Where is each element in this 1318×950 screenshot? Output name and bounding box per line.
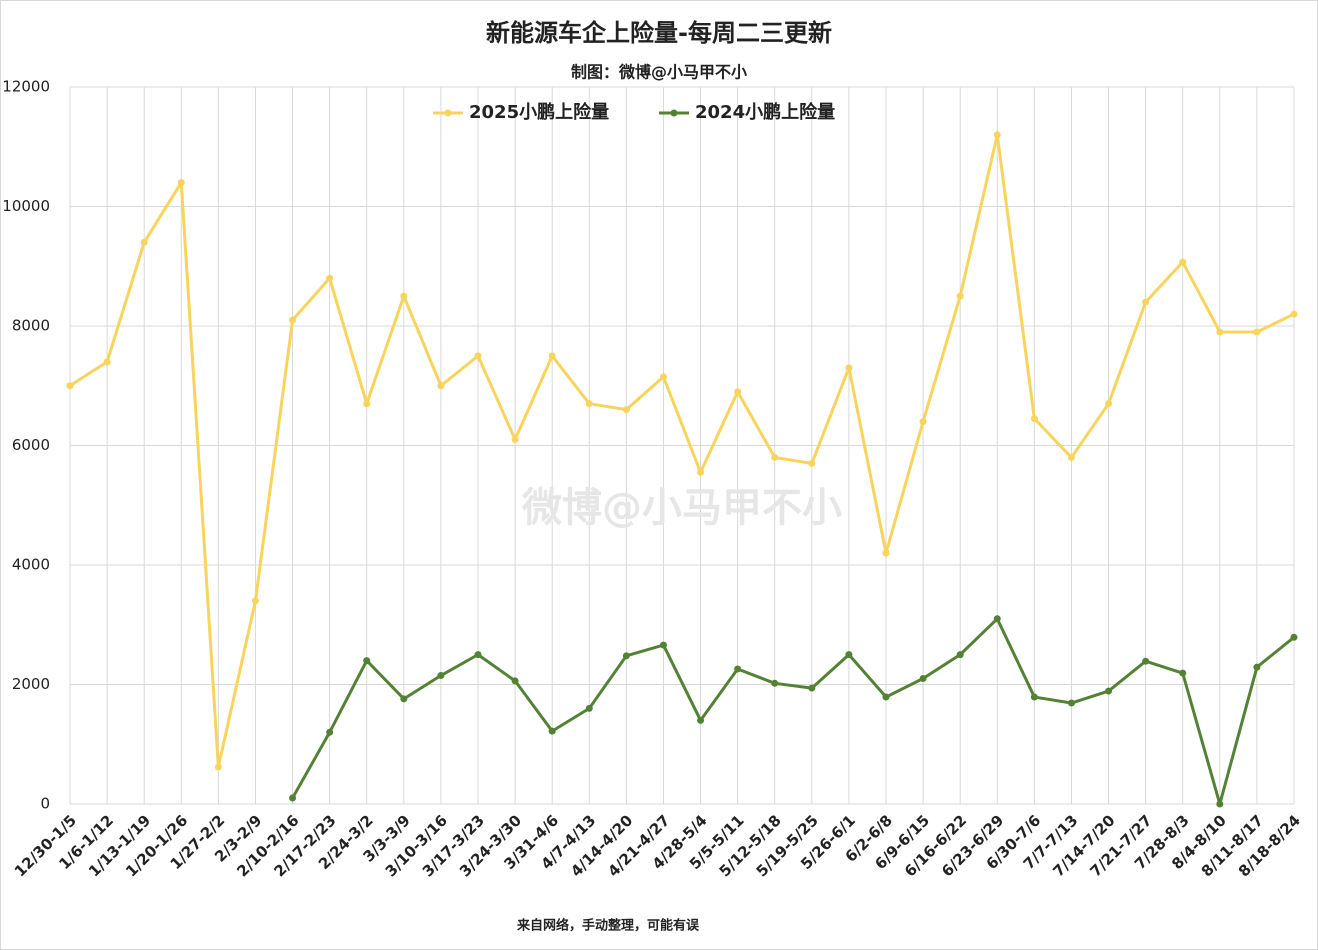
- data-point: [808, 684, 816, 692]
- data-point: [1290, 310, 1298, 318]
- data-point: [919, 418, 927, 426]
- data-point: [697, 716, 705, 724]
- data-point: [882, 549, 890, 557]
- data-point: [289, 794, 297, 802]
- data-point: [437, 672, 445, 680]
- data-point: [326, 728, 334, 736]
- legend-marker: [670, 109, 678, 117]
- data-point: [1216, 800, 1224, 808]
- data-point: [103, 358, 111, 366]
- legend-marker: [444, 109, 452, 117]
- data-point: [734, 388, 742, 396]
- chart-subtitle: 制图：微博@小马甲不小: [571, 63, 747, 82]
- data-point: [1142, 657, 1150, 665]
- data-point: [734, 665, 742, 673]
- data-point: [585, 400, 593, 408]
- y-tick-label: 4000: [12, 556, 50, 574]
- data-point: [1105, 687, 1113, 695]
- data-point: [251, 597, 259, 605]
- data-point: [1142, 298, 1150, 306]
- watermark: 微博@小马甲不小: [521, 485, 842, 531]
- data-point: [993, 615, 1001, 623]
- data-point: [437, 382, 445, 390]
- y-tick-label: 0: [40, 795, 50, 813]
- data-point: [919, 675, 927, 683]
- data-point: [363, 400, 371, 408]
- data-point: [400, 292, 408, 300]
- legend-label: 2025小鹏上险量: [469, 101, 609, 123]
- data-point: [1030, 415, 1038, 423]
- footnote: 来自网络，手动整理，可能有误: [516, 918, 700, 934]
- y-tick-label: 8000: [12, 317, 50, 335]
- data-point: [140, 238, 148, 246]
- data-point: [845, 364, 853, 372]
- data-point: [548, 352, 556, 360]
- series-line: [291, 617, 1295, 806]
- data-point: [845, 651, 853, 659]
- data-point: [771, 679, 779, 687]
- data-point: [363, 657, 371, 665]
- series-line: [69, 133, 1295, 769]
- data-point: [548, 727, 556, 735]
- data-point: [771, 453, 779, 461]
- data-point: [511, 436, 519, 444]
- data-point: [177, 179, 185, 187]
- data-point: [697, 468, 705, 476]
- data-point: [289, 316, 297, 324]
- y-tick-label: 2000: [12, 675, 50, 693]
- data-point: [326, 274, 334, 282]
- legend-label: 2024小鹏上险量: [695, 101, 835, 123]
- data-point: [1253, 328, 1261, 336]
- data-point: [622, 652, 630, 660]
- data-point: [585, 704, 593, 712]
- data-point: [1290, 633, 1298, 641]
- data-point: [214, 763, 222, 771]
- data-point: [956, 651, 964, 659]
- data-point: [659, 373, 667, 381]
- data-point: [1179, 258, 1187, 266]
- data-point: [956, 292, 964, 300]
- data-point: [1253, 663, 1261, 671]
- data-point: [1067, 699, 1075, 707]
- chart-title: 新能源车企上险量-每周二三更新: [486, 19, 832, 47]
- data-point: [622, 406, 630, 414]
- data-point: [400, 695, 408, 703]
- data-point: [66, 382, 74, 390]
- data-point: [993, 131, 1001, 139]
- y-tick-label: 10000: [2, 197, 50, 215]
- y-tick-label: 12000: [2, 78, 50, 96]
- data-point: [511, 677, 519, 685]
- data-point: [1067, 453, 1075, 461]
- data-point: [474, 651, 482, 659]
- data-point: [1216, 328, 1224, 336]
- data-point: [1105, 400, 1113, 408]
- data-point: [474, 352, 482, 360]
- data-point: [882, 693, 890, 701]
- y-tick-label: 6000: [12, 436, 50, 454]
- data-point: [1179, 669, 1187, 677]
- data-point: [659, 641, 667, 649]
- data-point: [1030, 693, 1038, 701]
- data-point: [808, 459, 816, 467]
